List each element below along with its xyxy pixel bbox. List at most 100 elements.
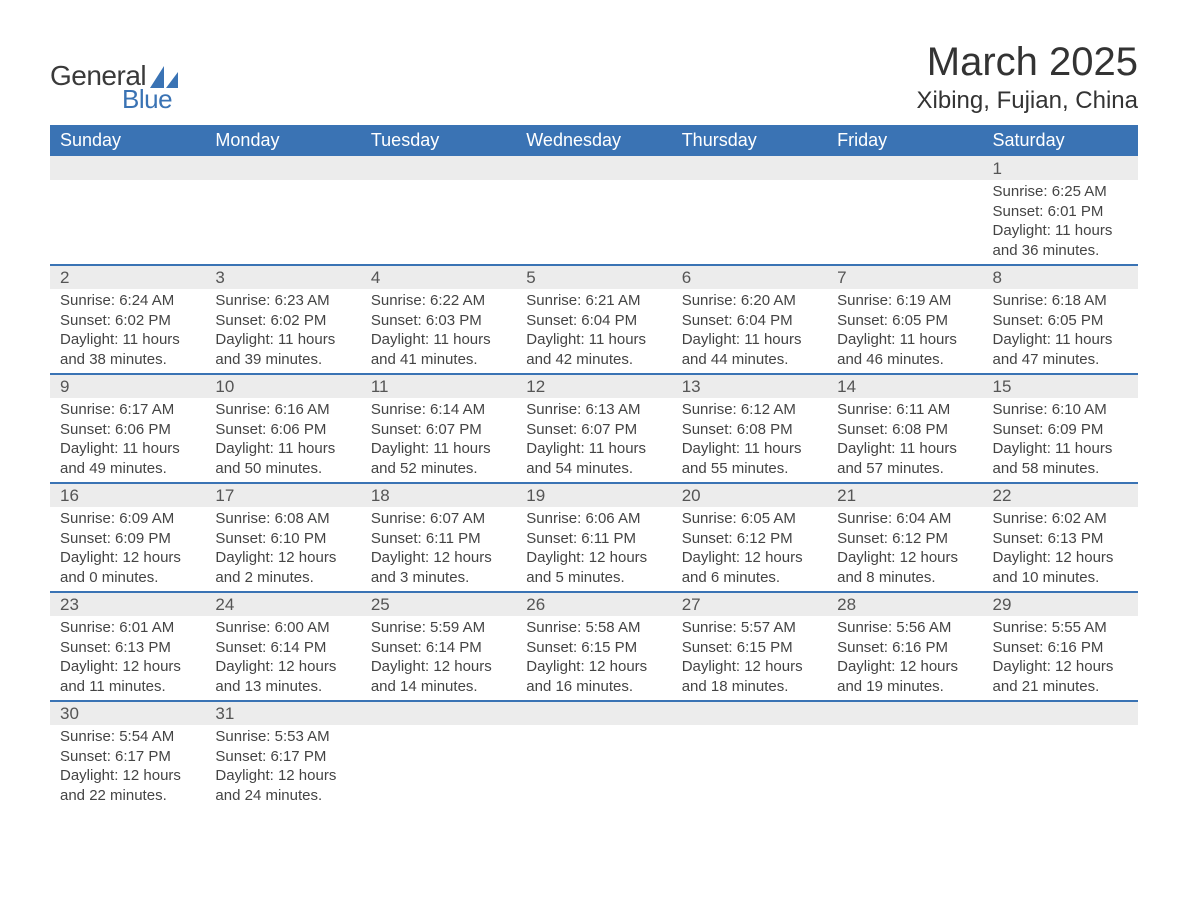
daynum-cell: 18 [361,483,516,507]
daynum-cell: 29 [983,592,1138,616]
daynum-cell: 2 [50,265,205,289]
detail-cell: Sunrise: 6:16 AMSunset: 6:06 PMDaylight:… [205,398,360,483]
detail-cell [672,180,827,265]
daynum-cell: 8 [983,265,1138,289]
detail-row: Sunrise: 5:54 AMSunset: 6:17 PMDaylight:… [50,725,1138,809]
detail-cell: Sunrise: 6:12 AMSunset: 6:08 PMDaylight:… [672,398,827,483]
detail-cell: Sunrise: 6:05 AMSunset: 6:12 PMDaylight:… [672,507,827,592]
daynum-cell [827,156,982,180]
detail-cell: Sunrise: 6:06 AMSunset: 6:11 PMDaylight:… [516,507,671,592]
col-wednesday: Wednesday [516,125,671,156]
calendar-table: Sunday Monday Tuesday Wednesday Thursday… [50,125,1138,809]
daynum-cell: 27 [672,592,827,616]
daynum-cell: 14 [827,374,982,398]
detail-cell: Sunrise: 5:57 AMSunset: 6:15 PMDaylight:… [672,616,827,701]
daynum-cell: 21 [827,483,982,507]
daynum-cell [516,156,671,180]
detail-cell: Sunrise: 5:54 AMSunset: 6:17 PMDaylight:… [50,725,205,809]
daynum-cell: 23 [50,592,205,616]
detail-cell: Sunrise: 6:07 AMSunset: 6:11 PMDaylight:… [361,507,516,592]
calendar-body: 1 Sunrise: 6:25 AMSunset: 6:01 PMDayligh… [50,156,1138,809]
detail-cell: Sunrise: 6:02 AMSunset: 6:13 PMDaylight:… [983,507,1138,592]
daynum-cell: 5 [516,265,671,289]
daynum-cell: 15 [983,374,1138,398]
daynum-cell [672,156,827,180]
daynum-row: 16 17 18 19 20 21 22 [50,483,1138,507]
detail-cell: Sunrise: 5:55 AMSunset: 6:16 PMDaylight:… [983,616,1138,701]
daynum-cell: 9 [50,374,205,398]
detail-cell: Sunrise: 6:04 AMSunset: 6:12 PMDaylight:… [827,507,982,592]
detail-cell [672,725,827,809]
col-thursday: Thursday [672,125,827,156]
daynum-row: 30 31 [50,701,1138,725]
detail-cell: Sunrise: 6:21 AMSunset: 6:04 PMDaylight:… [516,289,671,374]
daynum-cell: 11 [361,374,516,398]
daynum-cell: 7 [827,265,982,289]
daynum-cell: 20 [672,483,827,507]
detail-cell: Sunrise: 6:11 AMSunset: 6:08 PMDaylight:… [827,398,982,483]
daynum-cell: 19 [516,483,671,507]
daynum-cell: 26 [516,592,671,616]
daynum-cell [516,701,671,725]
daynum-row: 1 [50,156,1138,180]
daynum-cell [361,701,516,725]
daynum-cell [672,701,827,725]
daynum-cell: 12 [516,374,671,398]
detail-cell [983,725,1138,809]
detail-cell: Sunrise: 6:20 AMSunset: 6:04 PMDaylight:… [672,289,827,374]
daynum-cell [983,701,1138,725]
daynum-cell: 3 [205,265,360,289]
daynum-cell: 31 [205,701,360,725]
detail-cell: Sunrise: 6:13 AMSunset: 6:07 PMDaylight:… [516,398,671,483]
detail-row: Sunrise: 6:01 AMSunset: 6:13 PMDaylight:… [50,616,1138,701]
daynum-cell: 28 [827,592,982,616]
detail-cell: Sunrise: 6:10 AMSunset: 6:09 PMDaylight:… [983,398,1138,483]
daynum-cell [361,156,516,180]
daynum-cell: 4 [361,265,516,289]
page-header: General Blue March 2025 Xibing, Fujian, … [50,40,1138,115]
detail-cell: Sunrise: 6:14 AMSunset: 6:07 PMDaylight:… [361,398,516,483]
daynum-cell: 6 [672,265,827,289]
col-friday: Friday [827,125,982,156]
col-sunday: Sunday [50,125,205,156]
daynum-cell: 13 [672,374,827,398]
detail-row: Sunrise: 6:24 AMSunset: 6:02 PMDaylight:… [50,289,1138,374]
detail-cell: Sunrise: 6:17 AMSunset: 6:06 PMDaylight:… [50,398,205,483]
detail-cell [827,180,982,265]
detail-cell: Sunrise: 6:01 AMSunset: 6:13 PMDaylight:… [50,616,205,701]
daynum-cell: 24 [205,592,360,616]
detail-row: Sunrise: 6:09 AMSunset: 6:09 PMDaylight:… [50,507,1138,592]
detail-cell [361,180,516,265]
location-subtitle: Xibing, Fujian, China [917,87,1138,115]
detail-cell [516,725,671,809]
daynum-cell [50,156,205,180]
detail-cell: Sunrise: 6:22 AMSunset: 6:03 PMDaylight:… [361,289,516,374]
month-title: March 2025 [917,40,1138,85]
col-saturday: Saturday [983,125,1138,156]
detail-cell: Sunrise: 6:18 AMSunset: 6:05 PMDaylight:… [983,289,1138,374]
detail-cell: Sunrise: 5:58 AMSunset: 6:15 PMDaylight:… [516,616,671,701]
daynum-cell: 22 [983,483,1138,507]
daynum-cell [827,701,982,725]
detail-cell [205,180,360,265]
detail-cell [516,180,671,265]
detail-cell [361,725,516,809]
daynum-cell: 25 [361,592,516,616]
daynum-cell: 16 [50,483,205,507]
daynum-cell [205,156,360,180]
detail-cell: Sunrise: 6:00 AMSunset: 6:14 PMDaylight:… [205,616,360,701]
detail-cell: Sunrise: 5:56 AMSunset: 6:16 PMDaylight:… [827,616,982,701]
detail-cell: Sunrise: 5:59 AMSunset: 6:14 PMDaylight:… [361,616,516,701]
detail-cell [827,725,982,809]
daynum-row: 23 24 25 26 27 28 29 [50,592,1138,616]
detail-cell: Sunrise: 6:24 AMSunset: 6:02 PMDaylight:… [50,289,205,374]
daynum-row: 9 10 11 12 13 14 15 [50,374,1138,398]
detail-row: Sunrise: 6:25 AMSunset: 6:01 PMDaylight:… [50,180,1138,265]
detail-cell: Sunrise: 6:08 AMSunset: 6:10 PMDaylight:… [205,507,360,592]
detail-cell: Sunrise: 6:09 AMSunset: 6:09 PMDaylight:… [50,507,205,592]
daynum-row: 2 3 4 5 6 7 8 [50,265,1138,289]
col-tuesday: Tuesday [361,125,516,156]
detail-cell [50,180,205,265]
brand-logo: General Blue [50,60,178,115]
detail-cell: Sunrise: 6:19 AMSunset: 6:05 PMDaylight:… [827,289,982,374]
